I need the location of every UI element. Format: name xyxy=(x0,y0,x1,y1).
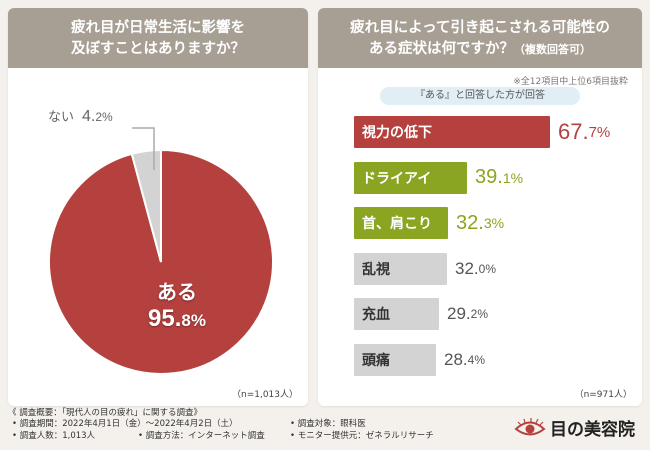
left-question-header: 疲れ目が日常生活に影響を 及ぼすことはありますか？ xyxy=(8,8,308,68)
bar-row-vision-loss: 視力の低下 67. 7% xyxy=(354,116,634,148)
pie-label-aru-name: ある xyxy=(156,280,197,304)
right-title-line2: ある症状は何ですか？（複数回答可） xyxy=(318,38,642,60)
footer-count: • 調査人数：1,013人 xyxy=(12,431,96,441)
logo-text: 目の美容院 xyxy=(550,419,635,440)
bar-value-label: 39. 1% xyxy=(475,166,524,188)
pie-label-nai: ない 4.2% xyxy=(48,106,113,126)
left-panel: 疲れ目が日常生活に影響を 及ぼすことはありますか？ ある 95.8% ない 4.2% … xyxy=(8,8,308,406)
eye-icon xyxy=(514,418,546,436)
bar-row-dry-eye: ドライアイ 39. 1% xyxy=(354,161,634,194)
footer-provider: • モニター提供元：ゼネラルリサーチ xyxy=(290,431,434,441)
bar: 乱視 xyxy=(354,252,447,285)
footer-target: • 調査対象：眼科医 xyxy=(290,419,366,429)
bar-value-label: 28. 4% xyxy=(444,349,485,369)
pie-label-nai-name: ない xyxy=(48,110,75,125)
right-n-label: （n=971人） xyxy=(574,390,632,400)
right-title-line2-sub: （複数回答可） xyxy=(514,43,591,56)
right-title-line2-main: ある症状は何ですか？ xyxy=(369,40,514,57)
answer-banner: 『ある』と回答した方が回答 xyxy=(380,87,580,105)
bar-value-label: 67. 7% xyxy=(558,119,611,144)
bar-value-label: 32. 0% xyxy=(455,258,496,278)
right-title-line1: 疲れ目によって引き起こされる可能性の xyxy=(350,19,610,36)
pie-chart xyxy=(48,127,275,375)
pie-label-aru-value: 95.8% xyxy=(148,305,206,332)
bar: 充血 xyxy=(354,298,439,330)
bar-row-astigmatism: 乱視 32. 0% xyxy=(354,252,634,285)
left-title-line2: 及ぼすことはありますか？ xyxy=(71,40,245,57)
selection-note: ※全12項目中上位6項目抜粋 xyxy=(513,77,628,87)
bar-value-label: 29. 2% xyxy=(447,304,488,323)
right-question-header: 疲れ目によって引き起こされる可能性の ある症状は何ですか？（複数回答可） xyxy=(318,8,642,68)
bar: 首、肩こり xyxy=(354,207,448,239)
brand-logo: 目の美容院 xyxy=(514,418,635,440)
pie-slice-nai xyxy=(130,148,162,263)
bar-row-headache: 頭痛 28. 4% xyxy=(354,343,634,376)
pie-label-nai-value: 4.2% xyxy=(82,108,113,125)
left-n-label: （n=1,013人） xyxy=(231,390,298,400)
right-panel: 疲れ目によって引き起こされる可能性の ある症状は何ですか？（複数回答可） ※全1… xyxy=(318,8,642,406)
bar: 視力の低下 xyxy=(354,116,550,148)
footer-method: • 調査方法：インターネット調査 xyxy=(138,431,265,441)
pie-leader-line xyxy=(132,127,155,170)
pie-label-aru: ある 95.8% xyxy=(148,276,206,333)
footer-summary: 《 調査概要：「現代人の目の疲れ」に関する調査》 xyxy=(8,408,202,418)
bar: ドライアイ xyxy=(354,161,467,194)
bar-value-label: 32. 3% xyxy=(456,211,505,234)
bar-row-bloodshot: 充血 29. 2% xyxy=(354,298,634,330)
left-title-line1: 疲れ目が日常生活に影響を xyxy=(71,19,245,36)
bar-row-neck-shoulder: 首、肩こり 32. 3% xyxy=(354,207,634,239)
footer-period: • 調査期間：2022年4月1日（金）～2022年4月2日（土） xyxy=(12,419,238,429)
bar: 頭痛 xyxy=(354,343,436,376)
